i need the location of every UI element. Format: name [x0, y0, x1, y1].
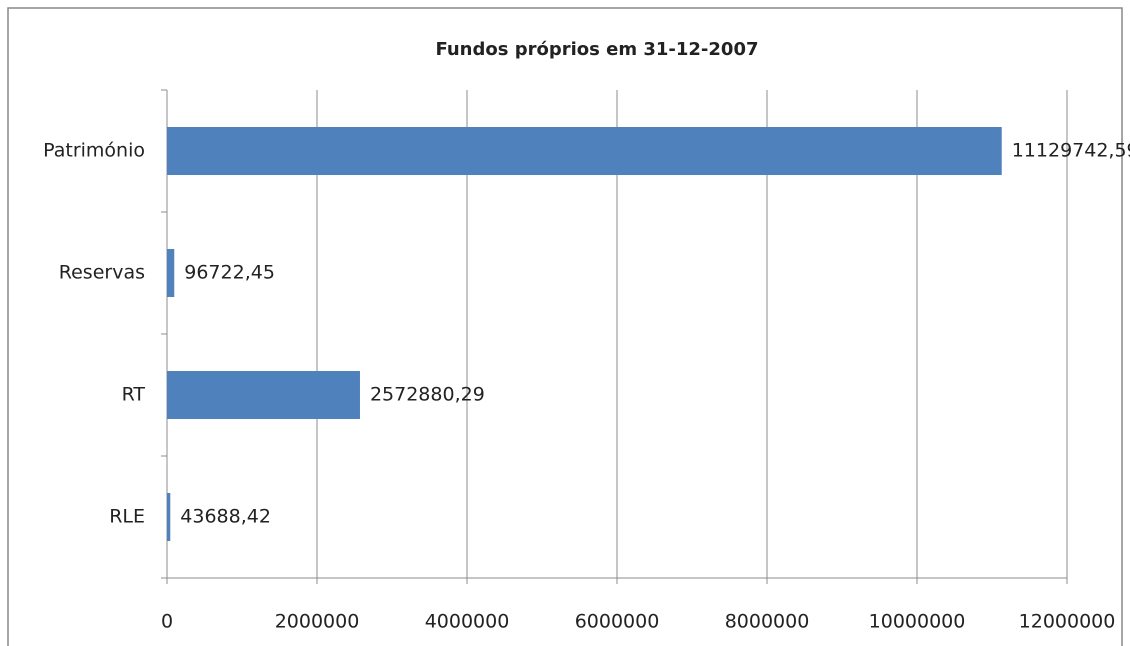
x-tick-label: 6000000 — [575, 611, 660, 633]
bar — [167, 493, 171, 541]
x-tick-label: 4000000 — [425, 611, 510, 633]
x-tick-label: 8000000 — [725, 611, 810, 633]
y-tick-label: Reservas — [59, 262, 145, 284]
x-tick-label: 0 — [161, 611, 173, 633]
value-label: 11129742,59 — [1012, 140, 1130, 162]
chart-frame — [7, 7, 1123, 646]
bar — [167, 371, 360, 419]
x-tick-label: 12000000 — [1019, 611, 1116, 633]
y-tick-label: RLE — [109, 506, 145, 528]
bar — [167, 127, 1002, 175]
x-tick-label: 10000000 — [869, 611, 966, 633]
y-tick-label: RT — [122, 384, 146, 406]
x-tick-label: 2000000 — [275, 611, 360, 633]
bar — [167, 249, 175, 297]
value-label: 96722,45 — [184, 262, 275, 284]
y-tick-label: Património — [43, 140, 145, 162]
value-label: 43688,42 — [180, 506, 271, 528]
value-label: 2572880,29 — [370, 384, 485, 406]
chart-title: Fundos próprios em 31-12-2007 — [435, 39, 758, 60]
